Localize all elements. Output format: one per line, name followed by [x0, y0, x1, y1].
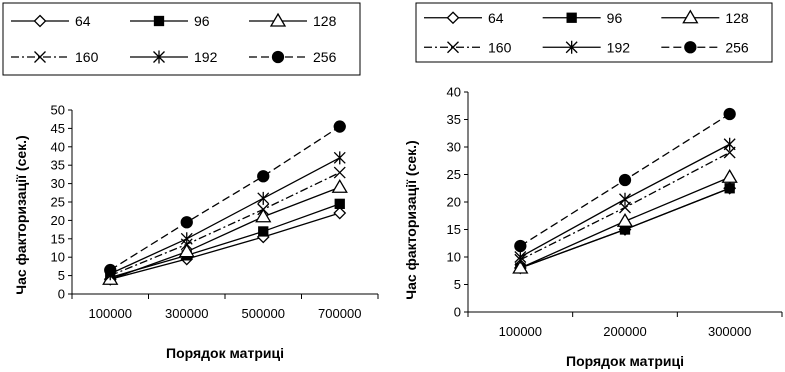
data-point-128: [331, 178, 348, 193]
data-point-96: [258, 226, 269, 237]
legend-marker-96: [566, 12, 577, 23]
data-point-256: [257, 170, 270, 183]
y-tick-label: 35: [51, 158, 65, 173]
legend-label: 64: [75, 13, 91, 29]
y-tick-label: 40: [447, 85, 461, 100]
data-point-96: [334, 198, 345, 209]
data-point-128: [512, 259, 529, 274]
x-tick-label: 200000: [603, 324, 646, 339]
data-point-256: [514, 239, 527, 253]
x-tick-label: 300000: [708, 324, 751, 339]
legend-label: 192: [194, 49, 218, 65]
data-point-128: [721, 168, 738, 183]
data-point-256: [723, 107, 736, 121]
x-axis-title: Порядок матриці: [166, 345, 284, 361]
y-tick-label: 20: [447, 195, 461, 210]
data-point-192: [619, 192, 631, 206]
y-axis-title: Час факторизації (сек.): [13, 135, 29, 294]
y-tick-label: 35: [447, 112, 461, 127]
y-tick-label: 15: [447, 222, 461, 237]
data-point-160: [333, 166, 346, 179]
y-tick-label: 10: [51, 250, 65, 265]
chart-2: 0 5 10 15 20 25 30 35 40 100000 200000 300000 Порядо…: [403, 2, 783, 369]
legend-marker-160: [447, 41, 459, 54]
series-line-128: [110, 186, 340, 280]
legend-label: 160: [75, 49, 99, 65]
legend-label: 96: [607, 10, 623, 26]
x-axis-title: Порядок матриці: [566, 353, 684, 369]
data-point-192: [723, 137, 736, 151]
data-point-192: [180, 232, 193, 246]
legend-label: 96: [194, 13, 210, 29]
legend-marker-192: [565, 40, 578, 54]
series-line-160: [520, 151, 730, 261]
y-tick-label: 45: [51, 121, 65, 136]
y-tick-label: 0: [454, 305, 461, 320]
legend-label: 256: [313, 49, 337, 65]
legend-marker-64: [33, 14, 47, 28]
y-tick-label: 30: [51, 176, 65, 191]
legend-box: [2, 2, 361, 76]
data-point-256: [104, 263, 117, 277]
data-point-256: [618, 173, 632, 187]
legend-label: 192: [607, 39, 631, 55]
legend-label: 160: [488, 39, 512, 55]
data-point-128: [616, 212, 634, 227]
x-tick-label: 100000: [499, 324, 542, 339]
legend-marker-96: [153, 15, 165, 27]
y-tick-label: 50: [51, 103, 65, 118]
series-line-160: [110, 171, 341, 277]
data-point-128: [178, 243, 195, 258]
y-tick-label: 25: [447, 167, 461, 182]
data-point-192: [333, 151, 346, 165]
y-tick-label: 20: [51, 213, 65, 228]
legend-marker-64: [446, 11, 460, 25]
y-tick-label: 10: [447, 250, 461, 265]
x-tick-label: 500000: [242, 306, 285, 321]
y-tick-label: 30: [447, 140, 461, 155]
data-point-160: [257, 203, 270, 216]
x-tick-label: 100000: [89, 306, 132, 321]
x-tick-label: 700000: [318, 306, 361, 321]
data-point-256: [333, 120, 346, 133]
legend-marker-128: [682, 9, 699, 24]
legend-marker-160: [34, 51, 46, 63]
series-line-256: [109, 126, 341, 271]
data-point-192: [514, 250, 527, 264]
y-tick-label: 0: [58, 287, 65, 302]
series-line-192: [109, 157, 341, 275]
legend-label: 128: [725, 10, 749, 26]
series-line-64: [110, 212, 340, 280]
data-point-192: [257, 191, 270, 205]
legend-marker-256: [684, 41, 697, 54]
legend-label: 64: [488, 10, 504, 26]
legend-marker-192: [153, 50, 165, 64]
data-point-96: [724, 183, 735, 194]
y-tick-label: 5: [58, 268, 65, 283]
y-tick-label: 40: [51, 139, 65, 154]
legend-marker-128: [269, 12, 287, 27]
chart-1: 0 5 10 15 20 25 30 35 40 45 50 100000 300000 500000 70…: [2, 2, 379, 361]
series-line-96: [110, 203, 340, 279]
legend-label: 256: [725, 39, 749, 55]
y-tick-label: 25: [51, 195, 65, 210]
x-tick-label: 300000: [165, 306, 208, 321]
data-point-256: [180, 216, 193, 229]
data-point-128: [255, 208, 272, 223]
legend-box: [415, 2, 773, 63]
y-axis-title: Час факторизації (сек.): [403, 140, 419, 299]
legend-marker-256: [271, 50, 285, 64]
y-tick-label: 15: [51, 231, 65, 246]
y-tick-label: 5: [454, 277, 461, 292]
legend-label: 128: [313, 13, 337, 29]
data-point-64: [333, 206, 347, 220]
